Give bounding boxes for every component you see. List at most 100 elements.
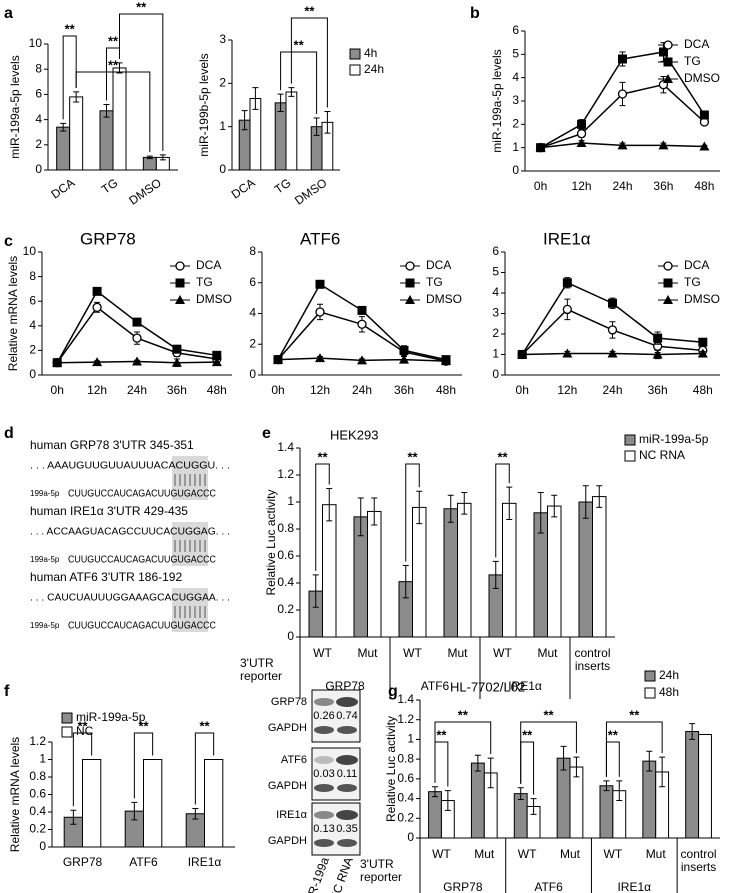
- y-tick-label: 8: [35, 61, 42, 75]
- legend-swatch: [644, 670, 656, 682]
- legend-label: NC RNA: [639, 448, 685, 462]
- legend-label: DMSO: [684, 292, 720, 306]
- x-tick-label: 36h: [653, 179, 673, 193]
- significance-label: **: [522, 727, 533, 742]
- y-tick-label: 4: [249, 306, 256, 320]
- x-tick-label: 48h: [694, 179, 714, 193]
- significance-bracket: [434, 721, 492, 783]
- legend-swatch: [624, 434, 636, 446]
- y-tick-label: 0: [407, 830, 414, 844]
- significance-bracket: [434, 741, 449, 787]
- x-tick-label: 12h: [310, 383, 330, 397]
- loading-band: [337, 839, 357, 847]
- x-tick-label-box: WT: [403, 647, 422, 660]
- chart-title: ATF6: [300, 229, 340, 248]
- x-tick-label: GRP78: [63, 855, 103, 869]
- x-tick-label: TG: [272, 176, 294, 197]
- target-sequence: . . . CAUCUAUUUGGAAAGCACUGGAA. . .: [30, 593, 230, 604]
- x-tick-label: 0h: [534, 179, 547, 193]
- legend-label: 24h: [659, 668, 679, 682]
- error-bar: [116, 62, 123, 74]
- y-tick-label: 0: [287, 629, 294, 643]
- error-bar: [603, 780, 610, 792]
- x-group-title-box: 3'UTR reporter: [240, 657, 283, 683]
- protein-band: [336, 755, 358, 765]
- x-tick-label-box: WT: [313, 647, 332, 660]
- error-bar: [60, 122, 67, 132]
- legend-marker: [405, 261, 415, 271]
- x-tick-label: ATF6: [129, 855, 158, 869]
- significance-bracket: [133, 732, 154, 799]
- x-tick-label: 36h: [648, 383, 668, 397]
- bar: [285, 91, 298, 171]
- significance-bracket: [495, 463, 510, 558]
- marker: [92, 302, 102, 313]
- x-tick-label: IRE1α: [188, 855, 222, 869]
- bar: [547, 505, 562, 638]
- error-bar: [659, 756, 666, 788]
- legend-label: DCA: [684, 258, 709, 272]
- error-bar: [146, 155, 153, 160]
- y-tick-label: 0: [249, 367, 256, 381]
- legend-swatch: [349, 64, 361, 76]
- y-tick-label: 3: [512, 93, 519, 107]
- x-tick-label: 24h: [352, 383, 372, 397]
- legend-marker: [663, 40, 673, 50]
- x-tick-label-box: Mut: [645, 848, 666, 861]
- band-ratio: 0.74: [336, 710, 357, 722]
- legend-swatch: [349, 48, 361, 60]
- y-tick-label: 0.2: [29, 822, 46, 836]
- error-bar: [560, 745, 567, 771]
- bar: [698, 734, 712, 839]
- error-bar: [288, 87, 295, 97]
- marker: [172, 344, 182, 354]
- x-group-title: 3'UTR reporter: [240, 657, 283, 683]
- legend-marker: [405, 295, 415, 304]
- significance-label: **: [108, 33, 119, 48]
- marker: [517, 349, 528, 359]
- line: [56, 290, 217, 364]
- error-bar: [73, 91, 80, 103]
- mirna-label: 199a-5p: [30, 555, 60, 564]
- group-label: ATF6: [421, 679, 450, 693]
- lane-label: miR-199a: [301, 855, 332, 893]
- x-tick-label-box: Mut: [474, 848, 495, 861]
- protein-label: IRE1α: [276, 809, 307, 821]
- marker: [658, 47, 668, 57]
- legend-label: miR-199a-5p: [76, 710, 146, 724]
- mirna-sequence: CUUGUCCAUCAGACUUGUGACCC: [68, 555, 216, 566]
- significance-bracket: [520, 741, 535, 795]
- legend-marker: [175, 295, 185, 304]
- y-tick-label: 1: [39, 752, 46, 766]
- loading-label: GAPDH: [268, 835, 307, 847]
- y-axis-label: miR-199a-5p levels: [8, 55, 22, 158]
- panel-label: f: [4, 683, 10, 700]
- line: [521, 281, 703, 355]
- legend-label: DMSO: [426, 292, 462, 306]
- marker: [92, 357, 103, 367]
- panel-label: b: [470, 5, 480, 22]
- x-tick-label-box: WT: [604, 848, 623, 861]
- marker: [697, 348, 708, 358]
- protein-band: [314, 811, 334, 819]
- y-tick-label: 5: [492, 265, 499, 279]
- y-tick-label: 6: [29, 293, 36, 307]
- y-tick-label: 1: [492, 347, 499, 361]
- x-tick-label: TG: [99, 176, 121, 197]
- marker: [315, 307, 325, 317]
- significance-label: **: [497, 449, 508, 464]
- x-tick-label: Mut: [474, 848, 495, 861]
- band-ratio: 0.26: [313, 710, 334, 722]
- significance-bracket: [405, 463, 420, 562]
- legend-marker: [175, 278, 185, 288]
- significance-bracket: [194, 732, 215, 805]
- marker: [562, 304, 572, 315]
- x-tick-label: Mut: [645, 848, 666, 861]
- x-tick-label: 0h: [516, 383, 529, 397]
- y-axis-label: Relative Luc activity: [384, 716, 398, 822]
- significance-label: **: [608, 727, 619, 742]
- error-bar: [582, 485, 589, 519]
- error-bar: [312, 574, 319, 608]
- x-tick-label: DCA: [229, 176, 258, 202]
- bar: [642, 760, 657, 839]
